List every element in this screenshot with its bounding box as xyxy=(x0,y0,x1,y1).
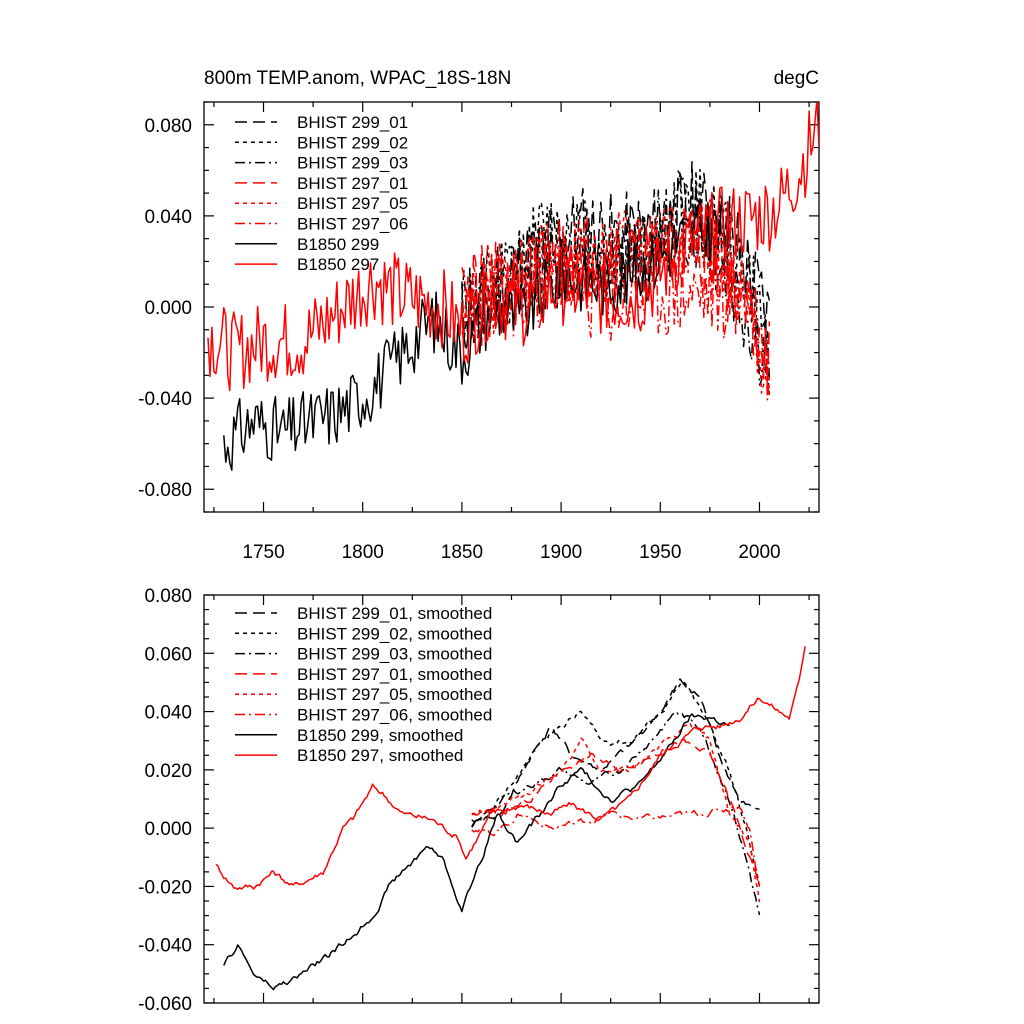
bottom-y-tick-labels: -0.060 -0.040 -0.020 0.000 0.020 0.040 0.060 0.… xyxy=(138,586,192,1015)
legend-label: B1850 297, smoothed xyxy=(297,746,463,765)
y-tick-label: 0.000 xyxy=(144,298,192,319)
series-line xyxy=(461,199,771,396)
x-tick-label: 1950 xyxy=(639,542,681,563)
y-tick-label: 0.000 xyxy=(144,819,192,840)
legend-label: BHIST 299_01, smoothed xyxy=(297,604,492,623)
legend-label: BHIST 297_01 xyxy=(297,174,408,193)
y-tick-label: 0.060 xyxy=(144,644,192,665)
x-tick-label: 1800 xyxy=(342,542,384,563)
top-series-lines xyxy=(207,102,819,471)
x-tick-label: 2000 xyxy=(738,542,780,563)
bottom-series-lines xyxy=(215,646,806,991)
legend-label: B1850 299, smoothed xyxy=(297,726,463,745)
y-tick-label: -0.080 xyxy=(138,480,192,501)
x-tick-label: 1900 xyxy=(540,542,582,563)
series-line xyxy=(207,102,819,392)
legend-label: BHIST 299_02, smoothed xyxy=(297,624,492,643)
top-y-tick-labels: -0.080 -0.040 0.000 0.040 0.080 xyxy=(138,116,192,501)
y-tick-label: 0.040 xyxy=(144,207,192,228)
x-tick-label: 1750 xyxy=(242,542,284,563)
y-tick-label: 0.080 xyxy=(144,586,192,607)
top-chart-title: 800m TEMP.anom, WPAC_18S-18N xyxy=(204,68,511,89)
y-tick-label: 0.080 xyxy=(144,116,192,137)
series-line xyxy=(471,722,761,903)
top-panel: 800m TEMP.anom, WPAC_18S-18N degC -0.080… xyxy=(138,68,820,563)
y-tick-label: 0.040 xyxy=(144,703,192,724)
series-line xyxy=(223,713,730,991)
legend-label: BHIST 297_05, smoothed xyxy=(297,685,492,704)
y-tick-label: -0.040 xyxy=(138,936,192,957)
bottom-axis-ticks xyxy=(204,594,819,1004)
top-units-label: degC xyxy=(774,68,819,89)
series-line xyxy=(471,711,761,916)
series-line xyxy=(471,678,760,823)
legend-label: BHIST 297_05 xyxy=(297,194,408,213)
legend-label: BHIST 299_01 xyxy=(297,113,408,132)
y-tick-label: -0.040 xyxy=(138,389,192,410)
legend-label: B1850 299 xyxy=(297,235,379,254)
legend-label: BHIST 299_02 xyxy=(297,133,408,152)
legend-label: BHIST 297_06, smoothed xyxy=(297,706,492,725)
y-tick-label: -0.020 xyxy=(138,877,192,898)
legend-label: BHIST 297_06 xyxy=(297,215,408,234)
series-line xyxy=(471,806,761,887)
series-line xyxy=(215,646,806,890)
y-tick-label: 0.020 xyxy=(144,761,192,782)
top-axis-ticks xyxy=(204,101,819,513)
legend-label: B1850 297 xyxy=(297,255,379,274)
legend-label: BHIST 297_01, smoothed xyxy=(297,665,492,684)
y-tick-label: -0.060 xyxy=(138,994,192,1015)
bottom-panel: -0.060 -0.040 -0.020 0.000 0.020 0.040 0.060 0.… xyxy=(138,586,820,1015)
x-tick-label: 1850 xyxy=(441,542,483,563)
series-line xyxy=(223,195,731,471)
legend-label: BHIST 299_03, smoothed xyxy=(297,645,492,664)
series-line xyxy=(471,681,761,887)
legend-label: BHIST 299_03 xyxy=(297,154,408,173)
top-x-tick-labels: 1750 1800 1850 1900 1950 2000 xyxy=(242,542,780,563)
